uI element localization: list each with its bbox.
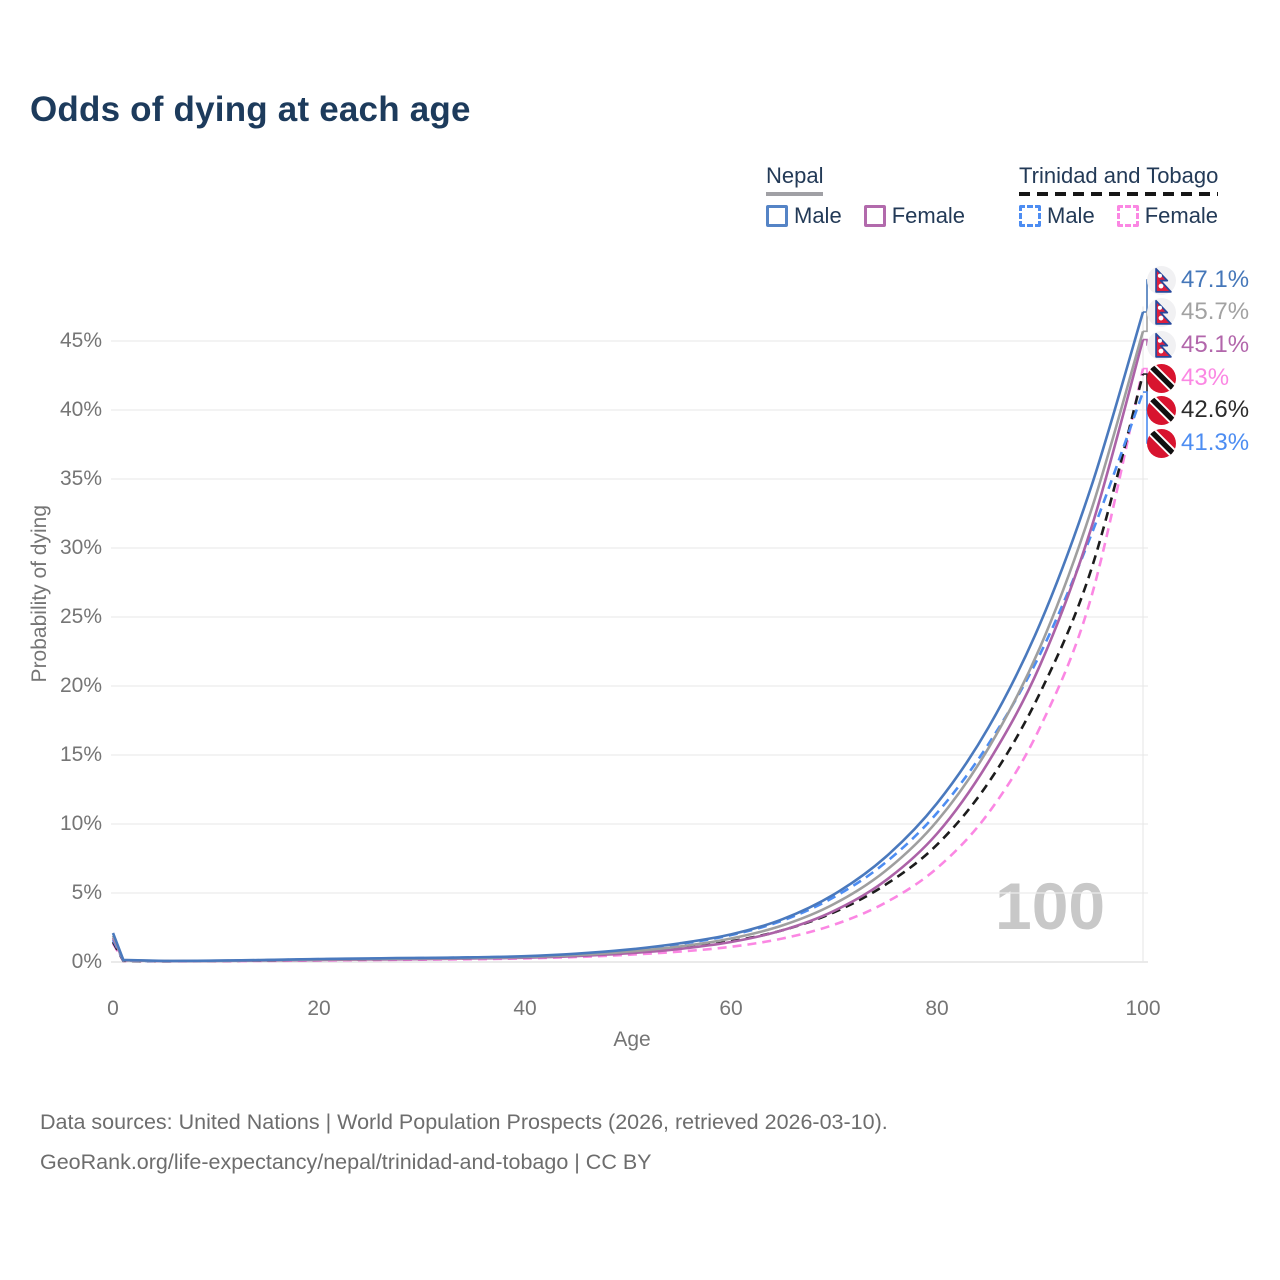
nepal-female-swatch-icon[interactable] [863,205,886,227]
y-tick-label: 15% [59,743,102,766]
end-value-label: 43% [1181,364,1230,391]
x-tick-label: 80 [925,997,949,1020]
y-tick-label: 40% [59,398,102,421]
y-tick-label: 5% [71,881,102,904]
legend-label-nepal-male[interactable]: Male [794,203,842,228]
x-tick-label: 0 [107,997,119,1020]
legend-group-tt: Trinidad and Tobago [1019,163,1219,196]
nepal-flag-icon [1147,298,1176,327]
nepal-flag-icon [1147,266,1176,295]
y-tick-label: 25% [59,605,102,628]
tt-male-swatch-icon[interactable] [1019,205,1041,227]
legend-label-tt-male[interactable]: Male [1047,203,1095,228]
legend-item-nepal-male[interactable]: Male [766,203,842,229]
legend-label-tt-female[interactable]: Female [1144,203,1219,228]
trinidad-tobago-flag-icon [1147,429,1176,458]
end-label-tt-female[interactable]: 43% [1147,362,1229,394]
y-tick-label: 0% [71,950,102,973]
end-value-label: 45.7% [1181,298,1250,325]
nepal-male-swatch-icon[interactable] [766,205,788,227]
y-tick-label: 30% [59,536,102,559]
x-tick-label: 20 [307,997,331,1020]
legend-country-tt: Trinidad and Tobago [1019,163,1219,188]
end-value-label: 47.1% [1181,266,1250,293]
end-value-label: 45.1% [1181,331,1250,358]
legend-item-tt-female[interactable]: Female [1116,203,1219,229]
series-line-trinidad-and-tobago-all- [111,373,1145,963]
legend-country-nepal: Nepal [766,163,824,188]
end-label-tt-male[interactable]: 41.3% [1147,427,1249,459]
y-tick-label: 45% [59,329,102,352]
end-value-label: 41.3% [1181,429,1250,456]
tt-linestyle-swatch [1019,192,1219,196]
end-label-nepal-male[interactable]: 47.1% [1147,264,1249,296]
nepal-linestyle-swatch [766,192,824,196]
end-value-label: 42.6% [1181,396,1250,423]
series-line-nepal-female [111,339,1145,963]
x-axis-title: Age [613,1028,651,1051]
end-label-nepal-female[interactable]: 45.1% [1147,329,1249,361]
series-line-nepal-all- [111,330,1145,963]
attribution-line[interactable]: GeoRank.org/life-expectancy/nepal/trinid… [40,1150,652,1174]
nepal-flag-icon [1147,331,1176,360]
y-tick-label: 35% [59,467,102,490]
x-tick-label: 60 [719,997,743,1020]
legend-item-tt-male[interactable]: Male [1019,203,1095,229]
legend-item-nepal-female[interactable]: Female [863,203,966,229]
legend-items-tt: Male Female [1019,203,1240,229]
series-line-trinidad-and-tobago-female [111,368,1145,963]
end-label-tt-all[interactable]: 42.6% [1147,394,1249,426]
series-line-nepal-male [111,311,1145,963]
series-line-trinidad-and-tobago-male [111,391,1145,963]
trinidad-tobago-flag-icon [1147,396,1176,425]
x-tick-label: 100 [1125,997,1161,1020]
age-watermark: 100 [995,869,1106,943]
x-tick-label: 40 [513,997,537,1020]
trinidad-tobago-flag-icon [1147,364,1176,393]
legend-items-nepal: Male Female [766,203,987,229]
y-tick-label: 20% [59,674,102,697]
tt-female-swatch-icon[interactable] [1116,205,1139,227]
data-sources-line: Data sources: United Nations | World Pop… [40,1110,888,1134]
end-label-nepal-all[interactable]: 45.7% [1147,296,1249,328]
page-title: Odds of dying at each age [30,90,471,129]
legend-group-nepal: Nepal [766,163,824,196]
legend-label-nepal-female[interactable]: Female [891,203,966,228]
y-tick-label: 10% [59,812,102,835]
